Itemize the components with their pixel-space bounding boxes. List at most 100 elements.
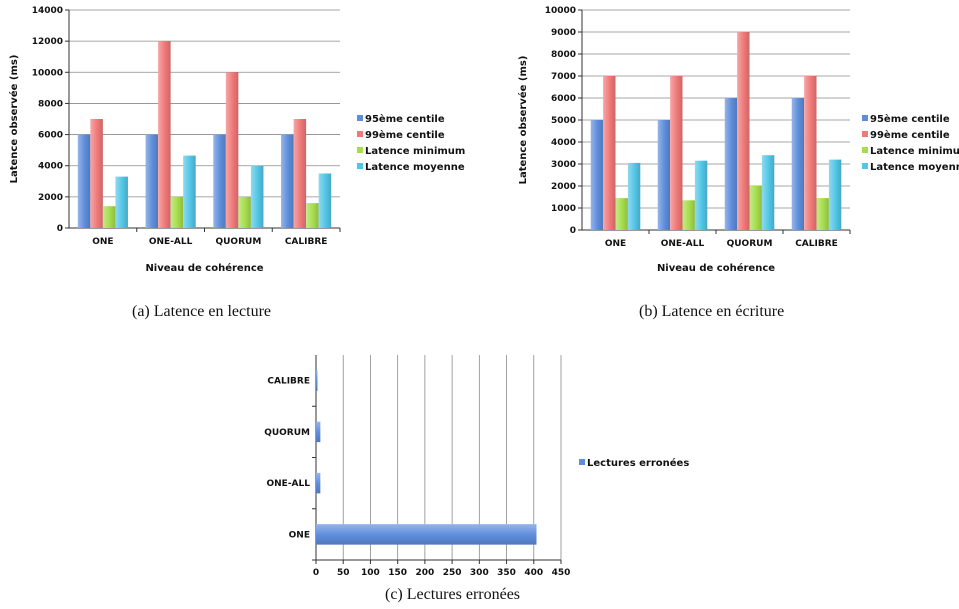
y-tick-label: 6000 — [551, 94, 576, 104]
bar-99-me-centile — [670, 76, 683, 230]
legend-swatch — [862, 115, 868, 121]
bar-95-me-centile — [145, 134, 159, 228]
legend-swatch — [862, 131, 868, 137]
chart-b-svg: 0 1000 2000 3000 4000 5000 6000 7000 8000 9000 100… — [517, 6, 959, 274]
x-tick-label: 200 — [415, 568, 434, 578]
bar-95-me-centile — [791, 98, 805, 230]
y-tick-label: ONE-ALL — [266, 479, 310, 489]
bar-lectures-erronees — [316, 472, 321, 494]
bar-99-me-centile — [603, 76, 616, 230]
y-tick-label: 10000 — [32, 68, 63, 78]
legend-swatch — [862, 147, 868, 153]
x-tick-label: QUORUM — [215, 237, 261, 247]
x-tick-label: 300 — [470, 568, 489, 578]
chart-c-svg: 0 50 100 150 200 250 300 350 400 450 ONE ONE-ALL QUO… — [264, 355, 689, 578]
y-tick-label: 6000 — [38, 131, 63, 141]
legend-label: Lectures erronées — [587, 457, 689, 469]
bar-latence-minimum — [682, 200, 695, 230]
legend-label: 99ème centile — [870, 129, 950, 141]
bar-99-me-centile — [293, 119, 307, 228]
x-tick-label: ONE-ALL — [149, 237, 193, 247]
y-tick-label: 10000 — [545, 6, 576, 16]
chart-lectures-erronees: 0 50 100 150 200 250 300 350 400 450 ONE ONE-ALL QUO… — [230, 340, 750, 585]
y-tick-label: ONE — [289, 530, 310, 540]
x-tick-label: CALIBRE — [285, 237, 328, 247]
x-axis-title: Niveau de cohérence — [145, 262, 263, 274]
bar-99-me-centile — [158, 41, 171, 229]
legend-label: 95ème centile — [365, 113, 445, 125]
y-tick-label: 2000 — [551, 182, 576, 192]
chart-a-svg: 0 2000 4000 6000 8000 10000 12000 14000 ONE ONE-A… — [8, 6, 465, 274]
x-tick-label: 350 — [497, 568, 516, 578]
legend-label: 99ème centile — [365, 129, 445, 141]
bar-99-me-centile — [737, 32, 750, 230]
bar-latence-minimum — [816, 198, 829, 230]
bar-lectures-erronees — [316, 370, 318, 391]
y-tick-label: 8000 — [551, 50, 576, 60]
y-tick-label: 2000 — [38, 193, 63, 203]
bar-latence-minimum — [749, 186, 762, 230]
x-axis-title: Niveau de cohérence — [657, 262, 775, 274]
bar-latence-moyenne — [694, 160, 708, 230]
x-tick-label: 150 — [388, 568, 407, 578]
y-tick-label: 0 — [57, 224, 63, 234]
legend-swatch — [357, 147, 363, 153]
y-tick-label: 7000 — [551, 72, 576, 82]
bar-95-me-centile — [77, 134, 91, 228]
caption-a: (a) Latence en lecture — [132, 303, 272, 320]
x-tick-label: QUORUM — [727, 239, 773, 249]
legend-label: Latence minimum — [870, 146, 959, 157]
bar-latence-moyenne — [250, 165, 264, 228]
legend-swatch — [579, 459, 585, 465]
y-tick-label: 1000 — [551, 204, 576, 214]
x-tick-label: ONE-ALL — [661, 239, 705, 249]
bar-99-me-centile — [225, 72, 239, 229]
bar-latence-minimum — [615, 198, 628, 230]
bar-latence-minimum — [306, 203, 319, 228]
bar-latence-moyenne — [627, 162, 641, 230]
y-tick-label: 5000 — [551, 116, 576, 126]
legend-label: Latence moyenne — [365, 162, 465, 173]
legend-swatch — [357, 163, 363, 169]
bar-99-me-centile — [90, 119, 103, 228]
bar-latence-minimum — [238, 196, 251, 228]
x-tick-label: 400 — [524, 568, 543, 578]
bar-lectures-erronees — [316, 421, 321, 443]
bar-95-me-centile — [213, 134, 226, 228]
bar-99-me-centile — [804, 76, 817, 230]
chart-latence-ecriture: 0 1000 2000 3000 4000 5000 6000 7000 8000 9000 100… — [480, 0, 959, 295]
y-tick-label: 12000 — [32, 37, 63, 47]
legend-swatch — [862, 163, 868, 169]
bar-lectures-erronees — [316, 524, 537, 545]
y-axis-title: Latence observée (ms) — [8, 55, 20, 184]
caption-b: (b) Latence en écriture — [639, 303, 785, 320]
y-tick-label: 9000 — [551, 28, 576, 38]
bar-latence-moyenne — [115, 176, 128, 228]
caption-c: (c) Lectures erronées — [385, 586, 521, 603]
bar-95-me-centile — [724, 98, 738, 230]
y-tick-label: QUORUM — [264, 428, 310, 438]
y-tick-label: 4000 — [551, 138, 576, 148]
x-tick-label: 50 — [337, 568, 350, 578]
bar-latence-moyenne — [828, 159, 842, 230]
x-tick-label: 250 — [443, 568, 462, 578]
x-tick-label: CALIBRE — [795, 239, 838, 249]
x-tick-label: 450 — [552, 568, 571, 578]
legend-swatch — [357, 131, 363, 137]
y-tick-label: 8000 — [38, 99, 63, 109]
y-axis-title: Latence observée (ms) — [517, 56, 529, 185]
y-tick-label: 4000 — [38, 162, 63, 172]
x-tick-label: 0 — [313, 568, 319, 578]
bar-95-me-centile — [590, 120, 604, 230]
y-tick-label: 0 — [570, 226, 576, 236]
x-tick-label: ONE — [92, 237, 113, 247]
bar-latence-minimum — [102, 206, 116, 228]
bar-95-me-centile — [657, 120, 671, 230]
legend-label: 95ème centile — [870, 113, 950, 125]
bar-latence-moyenne — [318, 173, 332, 228]
x-tick-label: ONE — [605, 239, 626, 249]
bar-95-me-centile — [281, 134, 294, 228]
y-tick-label: CALIBRE — [267, 377, 310, 387]
legend-label: Latence minimum — [365, 146, 465, 157]
y-tick-label: 14000 — [32, 6, 63, 16]
